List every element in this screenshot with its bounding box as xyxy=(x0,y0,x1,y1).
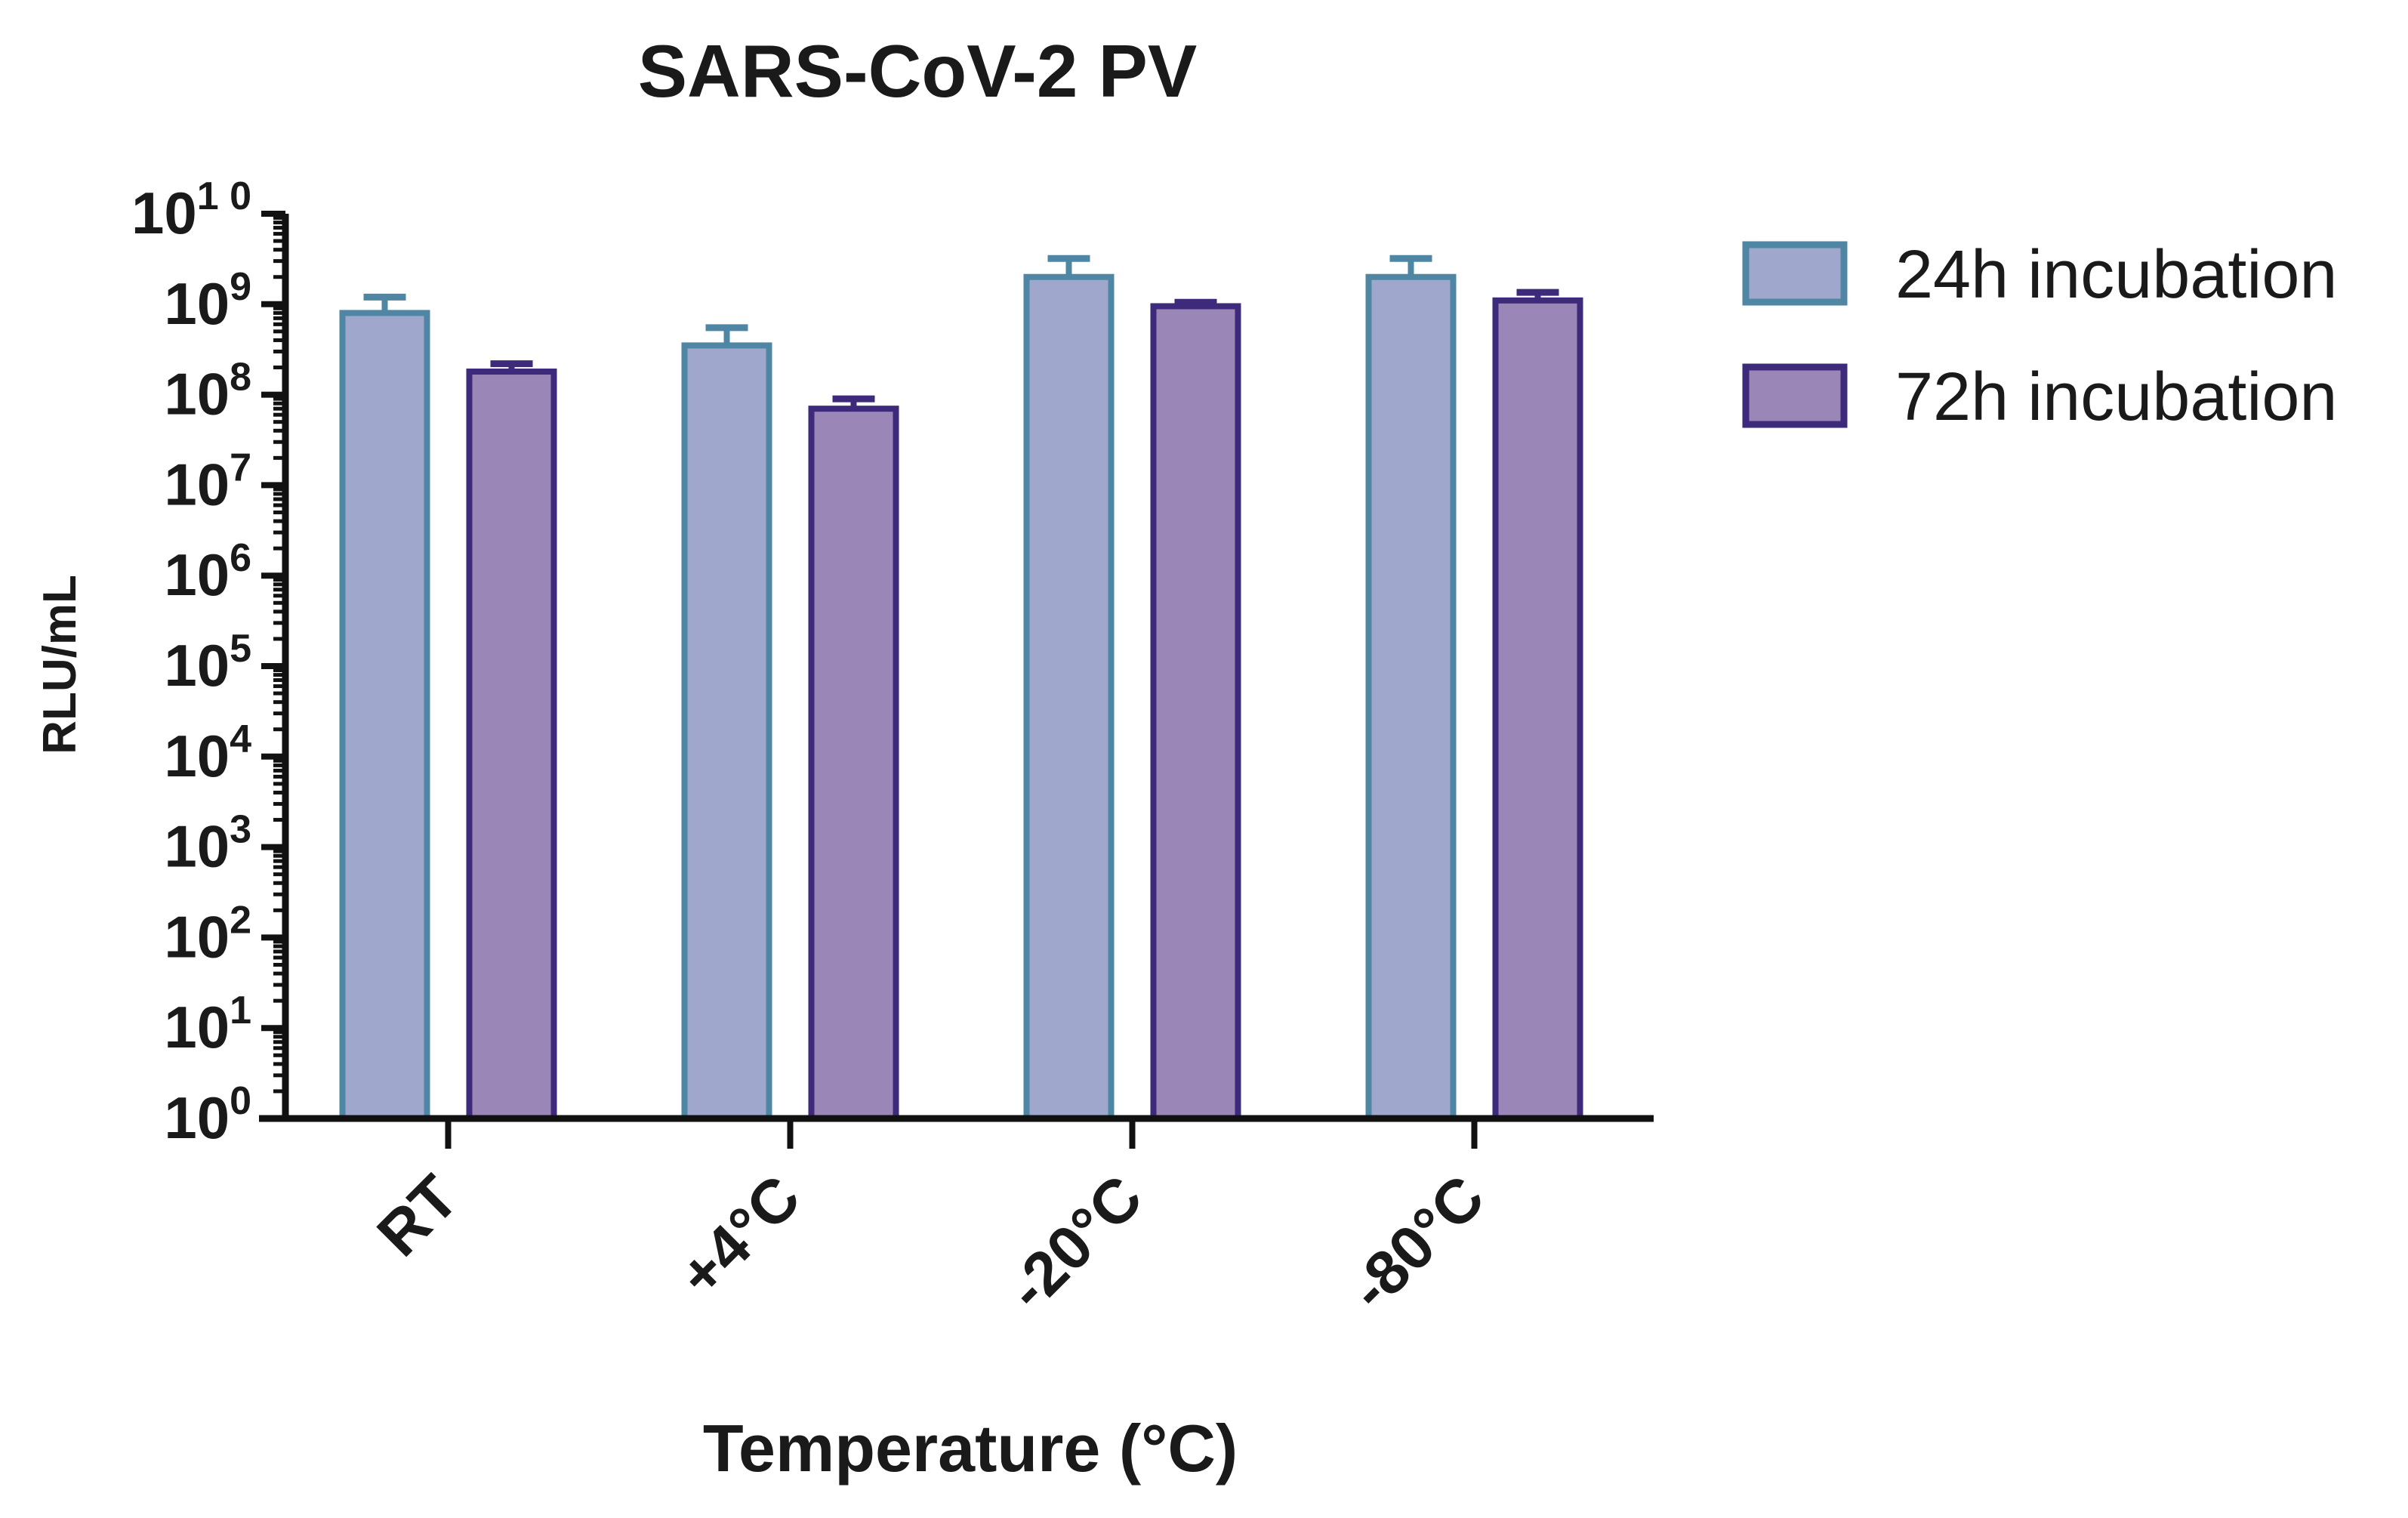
y-axis-ticks xyxy=(261,211,285,1122)
y-tick-label: 107 xyxy=(164,446,251,517)
x-axis-ticks xyxy=(445,1118,1478,1149)
bar xyxy=(339,310,430,1122)
y-tick-label: 105 xyxy=(164,627,251,699)
x-tick-label: -20°C xyxy=(994,1162,1155,1323)
y-tick-label: 106 xyxy=(164,536,251,608)
chart-title: SARS-CoV-2 PV xyxy=(638,29,1198,113)
y-tick-label: 109 xyxy=(164,265,251,337)
x-tick-label: RT xyxy=(365,1162,472,1270)
legend-label: 24h incubation xyxy=(1895,237,2337,313)
bar xyxy=(466,369,557,1122)
y-tick-label: 102 xyxy=(164,898,251,970)
y-tick-label: 104 xyxy=(164,717,251,789)
bars xyxy=(339,255,1583,1122)
y-tick-label: 108 xyxy=(164,356,251,427)
y-tick-label: 101 0 xyxy=(131,174,251,246)
x-axis-tick-labels: RT +4°C -20°C -80°C xyxy=(365,1162,1498,1323)
bar xyxy=(1150,303,1241,1122)
legend-swatch xyxy=(1742,363,1848,428)
y-tick-label: 101 xyxy=(164,989,251,1060)
y-tick-label: 103 xyxy=(164,808,251,880)
x-tick-label: +4°C xyxy=(666,1162,814,1310)
legend: 24h incubation 72h incubation xyxy=(1742,237,2337,435)
y-axis-tick-labels: 100 101 102 103 104 105 106 107 108 109 101 0 xyxy=(131,174,251,1151)
y-axis-label: RLU/mL xyxy=(34,575,86,754)
bar xyxy=(1492,297,1583,1122)
x-axis-label: Temperature (°C) xyxy=(703,1411,1238,1486)
bar xyxy=(1365,273,1457,1122)
legend-swatch xyxy=(1742,241,1848,306)
y-tick-label: 100 xyxy=(164,1079,251,1151)
bar xyxy=(681,342,772,1122)
bar xyxy=(1023,273,1115,1122)
x-tick-label: -80°C xyxy=(1337,1162,1497,1323)
legend-label: 72h incubation xyxy=(1895,359,2337,435)
bar xyxy=(808,406,899,1122)
